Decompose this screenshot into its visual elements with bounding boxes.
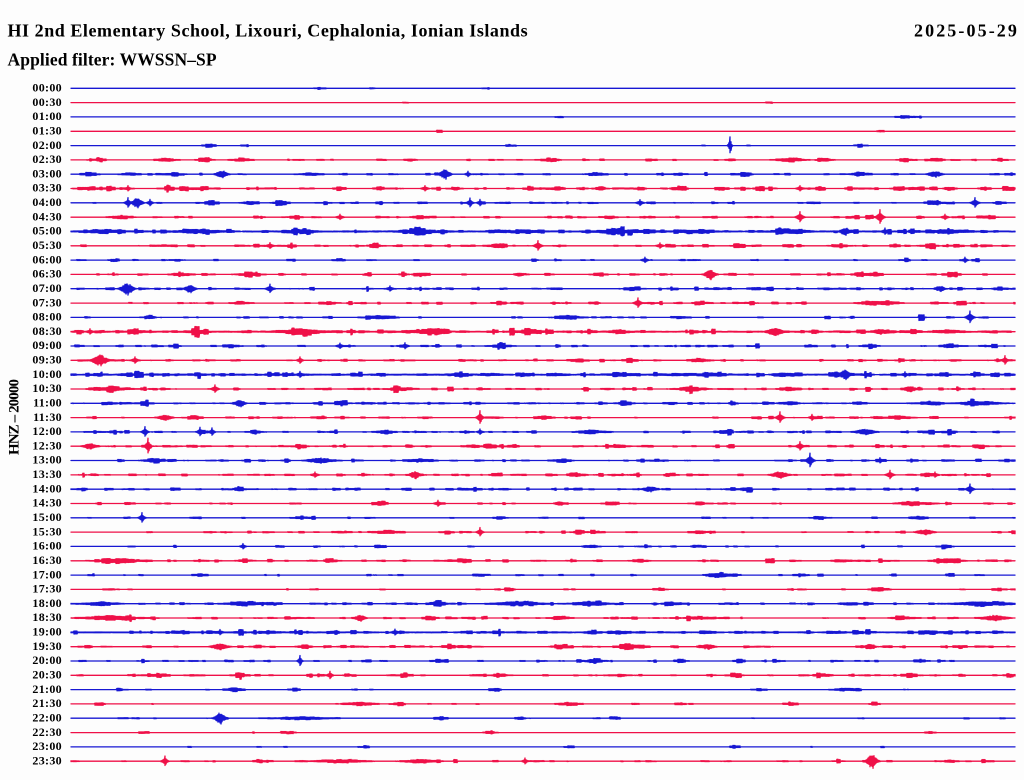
svg-text:22:30: 22:30 <box>32 725 62 739</box>
svg-text:13:00: 13:00 <box>32 453 62 467</box>
svg-text:20:30: 20:30 <box>32 668 62 682</box>
svg-text:04:00: 04:00 <box>32 195 62 209</box>
svg-text:18:30: 18:30 <box>32 610 62 624</box>
svg-text:04:30: 04:30 <box>32 209 62 223</box>
svg-text:21:00: 21:00 <box>32 682 62 696</box>
svg-text:03:00: 03:00 <box>32 166 62 180</box>
svg-text:13:30: 13:30 <box>32 467 62 481</box>
svg-text:05:30: 05:30 <box>32 238 62 252</box>
svg-text:00:00: 00:00 <box>32 81 62 95</box>
svg-text:08:00: 08:00 <box>32 310 62 324</box>
svg-text:23:30: 23:30 <box>32 753 62 767</box>
svg-text:06:30: 06:30 <box>32 267 62 281</box>
svg-text:18:00: 18:00 <box>32 596 62 610</box>
svg-text:07:30: 07:30 <box>32 295 62 309</box>
svg-text:2025-05-29: 2025-05-29 <box>914 20 1019 40</box>
svg-text:05:00: 05:00 <box>32 224 62 238</box>
svg-text:06:00: 06:00 <box>32 252 62 266</box>
svg-text:20:00: 20:00 <box>32 653 62 667</box>
svg-text:02:30: 02:30 <box>32 152 62 166</box>
svg-text:23:00: 23:00 <box>32 739 62 753</box>
svg-text:15:30: 15:30 <box>32 524 62 538</box>
svg-text:00:30: 00:30 <box>32 95 62 109</box>
svg-text:Applied filter: WWSSN–SP: Applied filter: WWSSN–SP <box>8 49 217 69</box>
svg-text:22:00: 22:00 <box>32 710 62 724</box>
svg-text:01:00: 01:00 <box>32 109 62 123</box>
svg-text:09:00: 09:00 <box>32 338 62 352</box>
svg-text:11:00: 11:00 <box>33 396 62 410</box>
svg-text:21:30: 21:30 <box>32 696 62 710</box>
svg-text:02:00: 02:00 <box>32 138 62 152</box>
svg-text:HNZ – 20000: HNZ – 20000 <box>6 380 22 456</box>
svg-text:19:00: 19:00 <box>32 625 62 639</box>
svg-text:11:30: 11:30 <box>33 410 62 424</box>
svg-text:14:30: 14:30 <box>32 496 62 510</box>
svg-text:03:30: 03:30 <box>32 181 62 195</box>
svg-text:08:30: 08:30 <box>32 324 62 338</box>
svg-text:07:00: 07:00 <box>32 281 62 295</box>
svg-text:10:30: 10:30 <box>32 381 62 395</box>
svg-text:15:00: 15:00 <box>32 510 62 524</box>
svg-text:19:30: 19:30 <box>32 639 62 653</box>
svg-text:01:30: 01:30 <box>32 124 62 138</box>
svg-text:09:30: 09:30 <box>32 353 62 367</box>
svg-text:17:30: 17:30 <box>32 582 62 596</box>
svg-text:12:00: 12:00 <box>32 424 62 438</box>
svg-text:16:30: 16:30 <box>32 553 62 567</box>
svg-text:12:30: 12:30 <box>32 438 62 452</box>
svg-text:16:00: 16:00 <box>32 539 62 553</box>
svg-text:17:00: 17:00 <box>32 567 62 581</box>
svg-text:10:00: 10:00 <box>32 367 62 381</box>
svg-text:HI 2nd Elementary School, Lixo: HI 2nd Elementary School, Lixouri, Cepha… <box>8 20 529 40</box>
svg-text:14:00: 14:00 <box>32 481 62 495</box>
